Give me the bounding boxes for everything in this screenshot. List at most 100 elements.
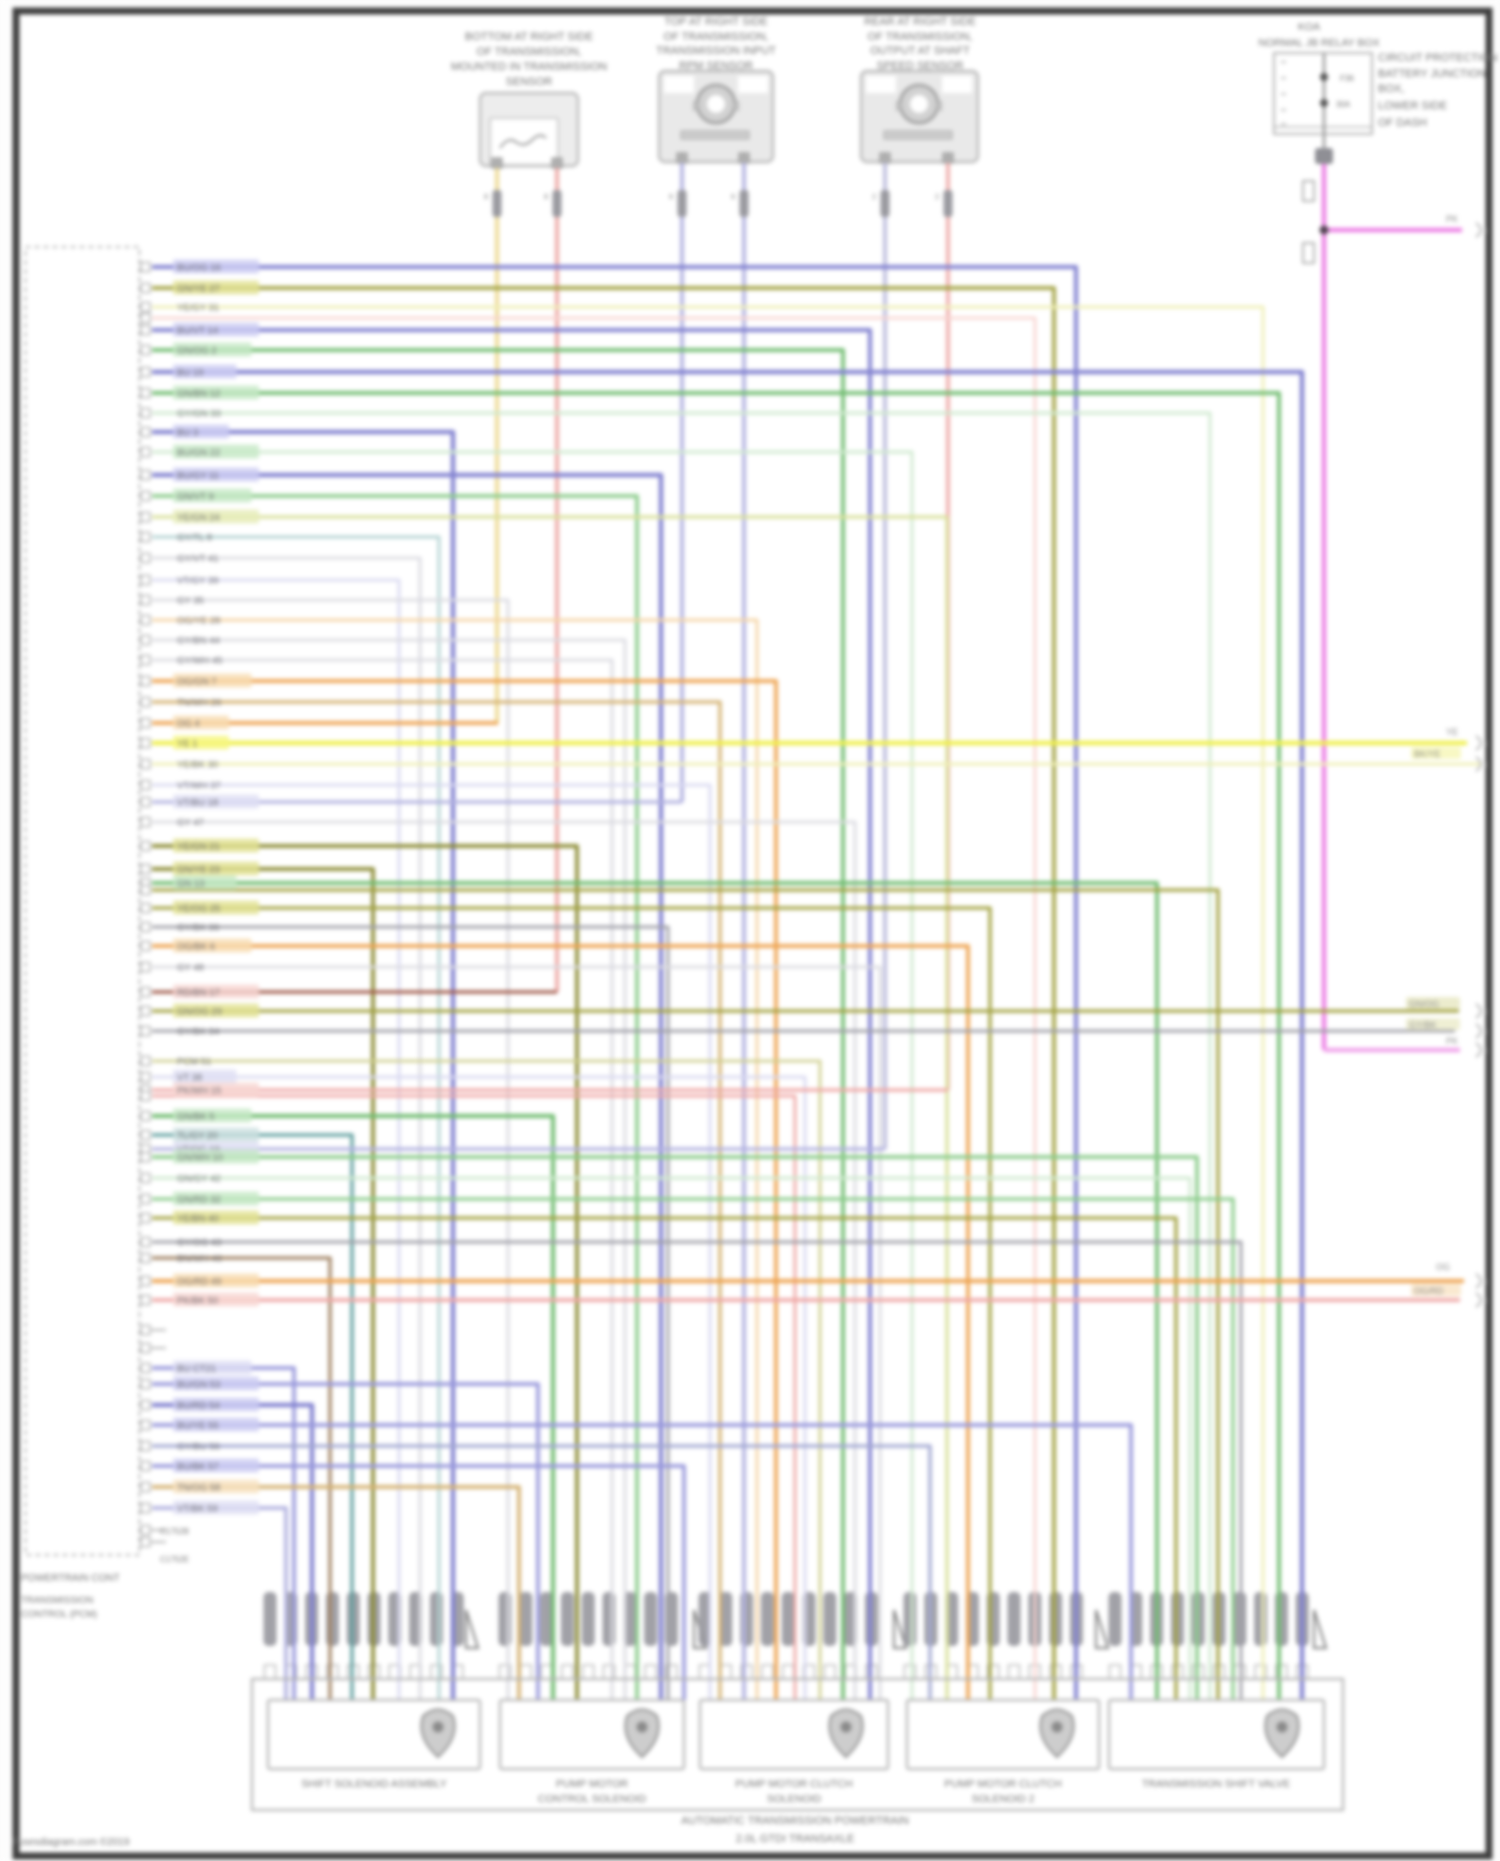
svg-text:GY/TL 8: GY/TL 8 — [177, 533, 212, 544]
svg-text:BU/YE 55: BU/YE 55 — [177, 1421, 219, 1432]
svg-text:RPM SENSOR: RPM SENSOR — [679, 60, 753, 72]
svg-text:TRANSMISSION SHIFT VALVE: TRANSMISSION SHIFT VALVE — [1142, 1778, 1290, 1790]
svg-text:YE/BK 30: YE/BK 30 — [177, 760, 218, 771]
svg-text:SENSOR: SENSOR — [506, 76, 553, 88]
svg-text:YE/GN 21: YE/GN 21 — [177, 842, 220, 853]
svg-text:TN/WH 26: TN/WH 26 — [177, 698, 221, 709]
svg-text:1: 1 — [1484, 1009, 1488, 1016]
svg-text:GY/BK 36: GY/BK 36 — [177, 923, 219, 934]
svg-text:GN/OG 29: GN/OG 29 — [177, 1007, 222, 1018]
svg-text:BU 3: BU 3 — [177, 428, 198, 439]
svg-text:GY/BN 44: GY/BN 44 — [177, 636, 220, 647]
svg-text:GY/GN 33: GY/GN 33 — [177, 409, 221, 420]
svg-text:BU/BK 57: BU/BK 57 — [177, 1462, 219, 1473]
svg-text:30A: 30A — [1336, 100, 1351, 109]
svg-text:F36: F36 — [1340, 74, 1354, 83]
svg-text:GN/GY 42: GN/GY 42 — [177, 1174, 221, 1185]
svg-text:BU CT21: BU CT21 — [177, 1364, 216, 1375]
svg-text:C1752E: C1752E — [160, 1555, 189, 1564]
svg-text:6: 6 — [731, 194, 735, 201]
svg-text:PK/WH 15: PK/WH 15 — [177, 1086, 221, 1097]
svg-text:KOA: KOA — [1298, 21, 1320, 33]
svg-text:TL/GY 20: TL/GY 20 — [177, 1131, 218, 1142]
svg-text:1: 1 — [1484, 1029, 1488, 1036]
svg-text:1: 1 — [1484, 1279, 1488, 1286]
svg-text:GN/BN 12: GN/BN 12 — [177, 389, 220, 400]
svg-text:YE/BN 40: YE/BN 40 — [177, 1214, 219, 1225]
svg-text:VT/GY 39: VT/GY 39 — [177, 576, 219, 587]
svg-text:MOUNTED IN TRANSMISSION: MOUNTED IN TRANSMISSION — [451, 61, 607, 73]
svg-text:8: 8 — [544, 194, 548, 201]
svg-text:VT/BU 18: VT/BU 18 — [177, 798, 218, 809]
svg-text:YE/GN 24: YE/GN 24 — [177, 513, 220, 524]
svg-text:GN/WH 10: GN/WH 10 — [177, 1153, 223, 1164]
svg-text:GY/BU 56: GY/BU 56 — [177, 1442, 220, 1453]
svg-text:8: 8 — [484, 194, 488, 201]
svg-text:PUMP MOTOR CLUTCH: PUMP MOTOR CLUTCH — [944, 1778, 1061, 1790]
svg-text:PUMP MOTOR CLUTCH: PUMP MOTOR CLUTCH — [735, 1778, 852, 1790]
svg-text:OG/YE 28: OG/YE 28 — [177, 616, 220, 627]
svg-text:1: 1 — [1484, 741, 1488, 748]
svg-text:GN/OG: GN/OG — [1409, 999, 1439, 1009]
svg-text:GN/VT 9: GN/VT 9 — [177, 492, 214, 503]
svg-text:OF TRANSMISSION,: OF TRANSMISSION, — [477, 46, 582, 58]
svg-text:BU/GY 11: BU/GY 11 — [177, 471, 219, 482]
svg-text:NORMAL JB RELAY BOX: NORMAL JB RELAY BOX — [1258, 37, 1379, 49]
svg-text:SOLENOID 2: SOLENOID 2 — [971, 1793, 1034, 1805]
svg-text:TRANSMISSION INPUT: TRANSMISSION INPUT — [656, 45, 776, 57]
svg-text:SOLENOID: SOLENOID — [767, 1793, 822, 1805]
svg-text:GY 47: GY 47 — [177, 818, 204, 829]
svg-text:BU/VT 14: BU/VT 14 — [177, 326, 218, 337]
svg-text:YE 1: YE 1 — [177, 739, 198, 750]
svg-text:GN/YE 27: GN/YE 27 — [177, 284, 220, 295]
svg-text:LOWER SIDE: LOWER SIDE — [1378, 100, 1447, 112]
svg-text:OUTPUT AT SHAFT: OUTPUT AT SHAFT — [870, 45, 970, 57]
svg-text:BATTERY JUNCTION: BATTERY JUNCTION — [1378, 68, 1486, 80]
svg-text:GN/RD 32: GN/RD 32 — [177, 1195, 221, 1206]
svg-text:PCM 51: PCM 51 — [177, 1057, 211, 1068]
svg-text:BU 19: BU 19 — [177, 368, 203, 379]
svg-text:YE/GY 31: YE/GY 31 — [177, 303, 219, 314]
svg-text:GN 13: GN 13 — [177, 879, 204, 890]
svg-text:Fusesdiagram.com ©2019: Fusesdiagram.com ©2019 — [12, 1837, 130, 1848]
svg-text:YE: YE — [1446, 727, 1458, 737]
svg-text:CONTROL SOLENOID: CONTROL SOLENOID — [538, 1793, 647, 1805]
svg-text:6: 6 — [669, 194, 673, 201]
svg-text:RD/BN 17: RD/BN 17 — [177, 988, 220, 999]
svg-text:PUMP MOTOR: PUMP MOTOR — [556, 1778, 628, 1790]
svg-text:C1752B: C1752B — [160, 1527, 189, 1536]
svg-text:OF DASH: OF DASH — [1378, 117, 1427, 129]
svg-text:AUTOMATIC TRANSMISSION POWERTR: AUTOMATIC TRANSMISSION POWERTRAIN — [681, 1815, 909, 1827]
svg-text:POWERTRAIN CONT: POWERTRAIN CONT — [21, 1573, 120, 1584]
svg-text:BU/OG 16: BU/OG 16 — [177, 263, 221, 274]
svg-text:GY/BK: GY/BK — [1409, 1020, 1437, 1030]
svg-text:VT 38: VT 38 — [177, 1073, 202, 1084]
svg-text:2: 2 — [935, 194, 939, 201]
svg-text:2: 2 — [872, 194, 876, 201]
svg-text:BN/WH 46: BN/WH 46 — [177, 1254, 222, 1265]
svg-text:REAR AT RIGHT SIDE: REAR AT RIGHT SIDE — [864, 16, 976, 28]
svg-text:OG/BK 6: OG/BK 6 — [177, 942, 215, 953]
svg-text:BOX,: BOX, — [1378, 83, 1404, 95]
svg-text:OG 4: OG 4 — [177, 719, 200, 730]
svg-text:GN/BK 5: GN/BK 5 — [177, 1112, 215, 1123]
svg-text:GN/YE 23: GN/YE 23 — [177, 865, 220, 876]
svg-text:GY/BK 34: GY/BK 34 — [177, 1027, 219, 1038]
svg-text:2.0L GTDI TRANSAXLE: 2.0L GTDI TRANSAXLE — [736, 1833, 855, 1845]
svg-text:OG/RD: OG/RD — [1414, 1286, 1444, 1296]
svg-text:TN/OG 58: TN/OG 58 — [177, 1483, 220, 1494]
svg-text:YE/OG 25: YE/OG 25 — [177, 904, 220, 915]
svg-text:GY/OG 43: GY/OG 43 — [177, 1238, 221, 1249]
svg-text:BU/GN 22: BU/GN 22 — [177, 448, 220, 459]
svg-text:BU/GN 53: BU/GN 53 — [177, 1380, 220, 1391]
svg-text:OG/GN 7: OG/GN 7 — [177, 677, 217, 688]
svg-text:OG/RD 49: OG/RD 49 — [177, 1277, 221, 1288]
svg-text:TOP AT RIGHT SIDE: TOP AT RIGHT SIDE — [664, 16, 768, 28]
svg-text:1: 1 — [1484, 228, 1488, 235]
svg-text:VT/WH 37: VT/WH 37 — [177, 781, 221, 792]
svg-text:PK: PK — [1446, 1036, 1458, 1046]
svg-text:OG: OG — [1436, 1262, 1450, 1272]
svg-text:PK: PK — [1446, 214, 1458, 224]
svg-text:1: 1 — [1484, 762, 1488, 769]
svg-text:VT/BK 59: VT/BK 59 — [177, 1504, 218, 1515]
